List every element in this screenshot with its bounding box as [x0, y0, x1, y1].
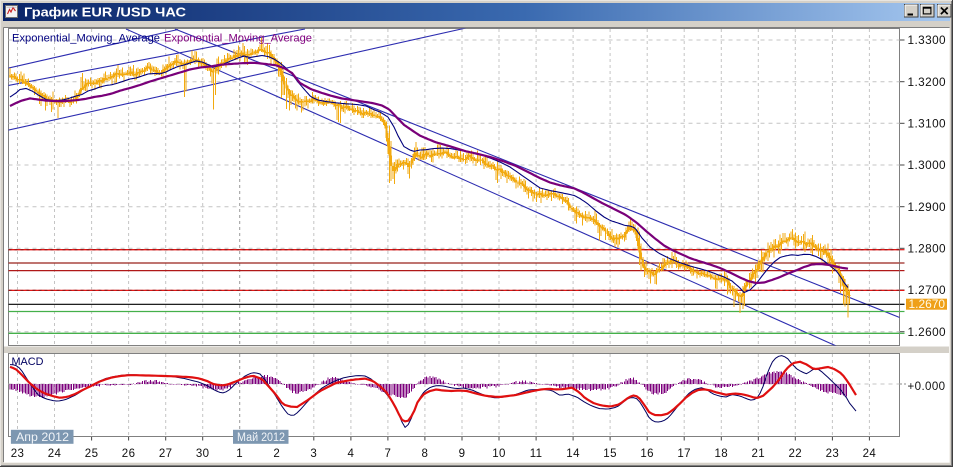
svg-text:1.2900: 1.2900 — [908, 202, 947, 214]
svg-text:График EUR /USD ЧАС: График EUR /USD ЧАС — [24, 6, 186, 20]
svg-text:+0.000: +0.000 — [908, 381, 946, 393]
svg-text:15: 15 — [603, 448, 617, 460]
svg-text:Май 2012: Май 2012 — [237, 432, 285, 444]
svg-text:1.2800: 1.2800 — [908, 244, 947, 256]
svg-text:25: 25 — [85, 448, 99, 460]
svg-text:21: 21 — [752, 448, 766, 460]
svg-text:26: 26 — [122, 448, 136, 460]
svg-text:1.2670: 1.2670 — [909, 299, 946, 311]
svg-text:7: 7 — [385, 448, 392, 460]
svg-text:11: 11 — [530, 448, 543, 460]
svg-text:23: 23 — [826, 448, 840, 460]
svg-text:24: 24 — [863, 448, 877, 460]
svg-text:4: 4 — [348, 448, 355, 460]
svg-text:27: 27 — [159, 448, 173, 460]
svg-text:30: 30 — [196, 448, 210, 460]
svg-text:17: 17 — [677, 448, 691, 460]
svg-text:24: 24 — [48, 448, 62, 460]
svg-text:1.2700: 1.2700 — [908, 285, 947, 297]
svg-text:MACD: MACD — [12, 356, 44, 368]
svg-text:3: 3 — [310, 448, 317, 460]
svg-text:Апр 2012: Апр 2012 — [16, 432, 69, 444]
svg-text:1.3300: 1.3300 — [908, 35, 947, 47]
svg-text:18: 18 — [715, 448, 729, 460]
svg-text:9: 9 — [459, 448, 466, 460]
svg-text:16: 16 — [640, 448, 654, 460]
svg-text:14: 14 — [566, 448, 580, 460]
svg-text:1: 1 — [236, 448, 243, 460]
svg-text:23: 23 — [11, 448, 25, 460]
svg-text:1.2600: 1.2600 — [908, 327, 947, 339]
svg-text:1.3000: 1.3000 — [908, 160, 947, 172]
svg-text:Exponential_Moving_Average: Exponential_Moving_Average — [12, 33, 160, 45]
svg-text:Exponential_Moving_Average: Exponential_Moving_Average — [164, 33, 312, 45]
svg-text:2: 2 — [273, 448, 280, 460]
svg-text:8: 8 — [422, 448, 429, 460]
svg-text:22: 22 — [789, 448, 803, 460]
svg-text:10: 10 — [492, 448, 506, 460]
svg-text:1.3200: 1.3200 — [908, 77, 947, 89]
svg-text:1.3100: 1.3100 — [908, 119, 947, 131]
